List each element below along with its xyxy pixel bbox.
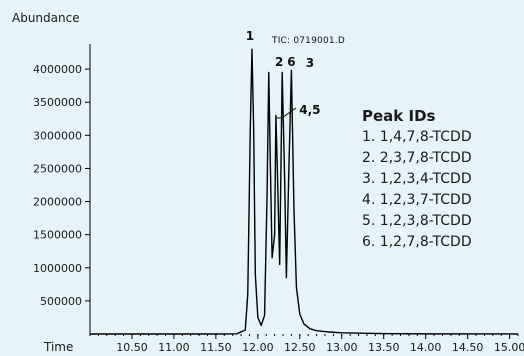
peak-labels: 1 2 6 3 4,5 <box>246 29 321 119</box>
peak-label: 4,5 <box>299 103 320 117</box>
legend-item: 2. 2,3,7,8-TCDD <box>362 150 472 166</box>
peak-label: 2 <box>275 55 283 69</box>
x-tick-label: 15.00 <box>494 341 524 354</box>
peak-label: 3 <box>306 56 314 70</box>
x-tick-label: 13.50 <box>368 341 400 354</box>
y-tick-label: 1000000 <box>33 262 82 275</box>
x-ticks: 10.50 11.00 11.50 12.00 12.50 13.00 13.50 14.00… <box>116 334 524 354</box>
peak-label: 1 <box>246 29 254 43</box>
x-tick-label: 13.00 <box>326 341 358 354</box>
x-tick-label: 14.50 <box>452 341 484 354</box>
trace-label: TIC: 0719001.D <box>271 36 345 46</box>
y-axis-title: Abundance <box>12 11 80 25</box>
y-tick-label: 2000000 <box>33 196 82 209</box>
peak-legend: Peak IDs 1. 1,4,7,8-TCDD 2. 2,3,7,8-TCDD 3… <box>362 107 472 250</box>
y-tick-label: 3000000 <box>33 129 82 142</box>
legend-item: 6. 1,2,7,8-TCDD <box>362 234 472 250</box>
peak-label: 6 <box>287 55 295 69</box>
legend-item: 3. 1,2,3,4-TCDD <box>362 171 472 187</box>
x-tick-label: 11.50 <box>200 341 232 354</box>
legend-title: Peak IDs <box>362 107 436 125</box>
y-ticks: 500000 1000000 1500000 2000000 2500000 300000… <box>33 63 90 308</box>
x-axis-title: Time <box>43 340 73 354</box>
x-tick-label: 10.50 <box>116 341 148 354</box>
legend-item: 5. 1,2,3,8-TCDD <box>362 213 472 229</box>
peak-leader-line <box>275 107 297 119</box>
x-tick-label: 14.00 <box>410 341 442 354</box>
legend-item: 1. 1,4,7,8-TCDD <box>362 129 472 145</box>
x-tick-label: 11.00 <box>158 341 190 354</box>
y-tick-label: 3500000 <box>33 96 82 109</box>
y-tick-label: 1500000 <box>33 229 82 242</box>
x-tick-label: 12.50 <box>284 341 316 354</box>
plot-series <box>90 48 519 335</box>
y-tick-label: 4000000 <box>33 63 82 76</box>
y-tick-label: 2500000 <box>33 162 82 175</box>
series-line <box>90 48 519 335</box>
x-tick-label: 12.00 <box>242 341 274 354</box>
legend-item: 4. 1,2,3,7-TCDD <box>362 192 472 208</box>
y-tick-label: 500000 <box>40 295 82 308</box>
